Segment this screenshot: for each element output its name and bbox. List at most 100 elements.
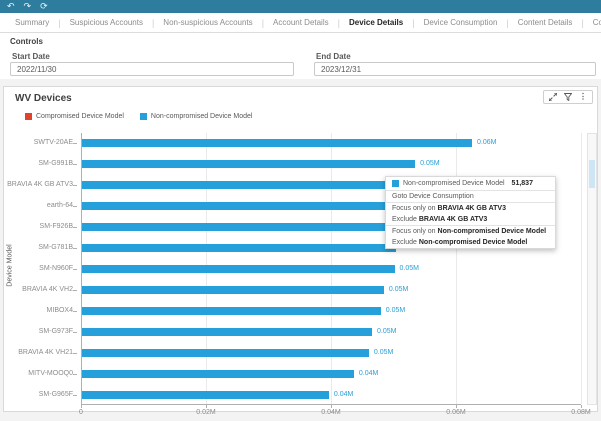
- x-axis-tick-label: 0.06M: [446, 409, 465, 416]
- bar-value-label: 0.04M: [359, 370, 378, 377]
- y-axis-label: BRAVIA 4K VH21: [18, 349, 73, 356]
- y-axis-label: SM-G991B: [38, 160, 73, 167]
- reset-icon[interactable]: ⟳: [40, 2, 48, 11]
- bar-mibox4[interactable]: [82, 307, 381, 315]
- x-axis-tick-label: 0: [79, 409, 83, 416]
- y-axis-label: MITV-MOOQ0: [28, 370, 73, 377]
- bar-bravia-4k-vh21[interactable]: [82, 349, 369, 357]
- start-date-input[interactable]: [10, 62, 294, 76]
- wv-devices-chart-card: WV Devices ⋮ Compromised Device Model Non…: [3, 86, 598, 412]
- bar-bravia-4k-gb-atv3[interactable]: [82, 181, 406, 189]
- app-toolbar: ↶ ↷ ⟳: [0, 0, 601, 13]
- tab-non-suspicious-accounts[interactable]: Non-suspicious Accounts: [154, 18, 261, 27]
- chart-toolbar: ⋮: [543, 90, 593, 104]
- bar-row: 0.05M: [82, 259, 581, 280]
- bar-sm-g991b[interactable]: [82, 160, 415, 168]
- bar-row: 0.06M: [82, 133, 581, 154]
- context-menu: Non-compromised Device Model 51,837 Goto…: [385, 176, 556, 249]
- bar-sm-g965f[interactable]: [82, 391, 329, 399]
- legend-item-compromised-device-model[interactable]: Compromised Device Model: [25, 113, 124, 120]
- tab-summary[interactable]: Summary: [6, 18, 58, 27]
- undo-icon[interactable]: ↶: [7, 2, 15, 11]
- kebab-menu-icon[interactable]: ⋮: [579, 93, 587, 101]
- bar-earth-64[interactable]: [82, 202, 402, 210]
- x-axis-tick: [331, 405, 332, 408]
- tab-suspicious-accounts[interactable]: Suspicious Accounts: [61, 18, 152, 27]
- scrollbar-thumb[interactable]: [589, 160, 595, 188]
- y-axis-tick: [73, 269, 77, 270]
- y-axis-tick: [73, 395, 77, 396]
- menu-item-exclude-non-compromised-device-model[interactable]: Exclude Non-compromised Device Model: [386, 237, 555, 248]
- y-axis-label: SM-N960F: [39, 265, 73, 272]
- legend-swatch-icon: [140, 113, 147, 120]
- tooltip-value: 51,837: [512, 180, 533, 187]
- bar-value-label: 0.05M: [389, 286, 408, 293]
- y-axis-tick: [73, 353, 77, 354]
- bar-row: 0.04M: [82, 363, 581, 384]
- y-axis-tick: [73, 164, 77, 165]
- y-axis-tick: [73, 248, 77, 249]
- end-date-label: End Date: [316, 52, 351, 61]
- y-axis-label: SM-G965F: [39, 391, 73, 398]
- x-axis-tick-label: 0.04M: [321, 409, 340, 416]
- bar-sm-g973f[interactable]: [82, 328, 372, 336]
- menu-item-goto-device-consumption[interactable]: Goto Device Consumption: [386, 191, 555, 203]
- bar-sm-g781b[interactable]: [82, 244, 396, 252]
- y-axis-tick: [73, 332, 77, 333]
- bar-row: 0.05M: [82, 279, 581, 300]
- start-date-label: Start Date: [12, 52, 50, 61]
- x-axis-tick: [581, 405, 582, 408]
- legend-swatch-icon: [25, 113, 32, 120]
- y-axis-tick: [73, 227, 77, 228]
- chart-legend: Compromised Device Model Non-compromised …: [25, 113, 252, 120]
- gridline: [581, 133, 582, 404]
- legend-item-non-compromised-device-model[interactable]: Non-compromised Device Model: [140, 113, 253, 120]
- expand-icon[interactable]: [549, 93, 557, 101]
- bar-sm-n960f[interactable]: [82, 265, 395, 273]
- y-axis-label: MIBOX4: [47, 307, 73, 314]
- bar-value-label: 0.05M: [374, 349, 393, 356]
- bar-value-label: 0.05M: [400, 265, 419, 272]
- y-axis-labels: SWTV-20AE SM-G991B BRAVIA 4K GB ATV3 earth-…: [4, 133, 77, 405]
- filter-icon[interactable]: [564, 93, 572, 101]
- y-axis-label: SM-G973F: [39, 328, 73, 335]
- controls-panel: Controls Start Date End Date: [0, 33, 601, 79]
- bar-row: 0.05M: [82, 154, 581, 175]
- bar-value-label: 0.05M: [386, 307, 405, 314]
- controls-title: Controls: [10, 37, 43, 46]
- tab-device-consumption[interactable]: Device Consumption: [415, 18, 507, 27]
- context-menu-items: Goto Device ConsumptionFocus only on BRA…: [386, 191, 555, 248]
- x-axis-tick-label: 0.08M: [571, 409, 590, 416]
- menu-item-exclude-bravia-4k-gb-atv3[interactable]: Exclude BRAVIA 4K GB ATV3: [386, 214, 555, 226]
- y-axis-label: SWTV-20AE: [34, 139, 73, 146]
- chart-title: WV Devices: [15, 93, 72, 104]
- x-axis-tick: [206, 405, 207, 408]
- tab-content-details[interactable]: Content Details: [509, 18, 582, 27]
- menu-item-focus-only-on-non-compromised-device-model[interactable]: Focus only on Non-compromised Device Mod…: [386, 226, 555, 237]
- y-axis-label: earth-64: [47, 202, 73, 209]
- tab-device-details[interactable]: Device Details: [340, 18, 412, 27]
- dashboard-page: ↶↷⟳ Summary|Suspicious Accounts|Non-susp…: [0, 0, 601, 421]
- bar-chart-plot-area: 0.06M0.05M0.05M0.05M0.05M0.05M0.05M0.05M…: [81, 133, 581, 405]
- tooltip-header: Non-compromised Device Model 51,837: [386, 177, 555, 191]
- redo-icon[interactable]: ↷: [24, 2, 32, 11]
- bar-mitv-mooq0[interactable]: [82, 370, 354, 378]
- y-axis-label: BRAVIA 4K GB ATV3: [7, 181, 73, 188]
- tab-configuration[interactable]: Configuration: [584, 18, 601, 27]
- bar-value-label: 0.05M: [377, 328, 396, 335]
- y-axis-tick: [73, 311, 77, 312]
- tooltip-series-name: Non-compromised Device Model: [403, 180, 505, 187]
- menu-item-focus-only-on-bravia-4k-gb-atv3[interactable]: Focus only on BRAVIA 4K GB ATV3: [386, 203, 555, 214]
- bar-row: 0.05M: [82, 300, 581, 321]
- bar-bravia-4k-vh2[interactable]: [82, 286, 384, 294]
- bar-row: 0.05M: [82, 342, 581, 363]
- x-axis-tick-label: 0.02M: [196, 409, 215, 416]
- y-axis-label: SM-G781B: [38, 244, 73, 251]
- bar-sm-f926b[interactable]: [82, 223, 399, 231]
- end-date-input[interactable]: [314, 62, 596, 76]
- legend-label: Compromised Device Model: [36, 113, 124, 120]
- bar-swtv-20ae[interactable]: [82, 139, 472, 147]
- y-axis-tick: [73, 143, 77, 144]
- chart-scrollbar[interactable]: [587, 133, 597, 405]
- tab-account-details[interactable]: Account Details: [264, 18, 338, 27]
